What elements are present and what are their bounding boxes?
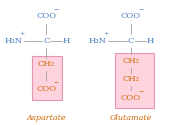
Text: −: −: [138, 6, 143, 11]
Text: CH₂: CH₂: [122, 75, 140, 83]
Text: +: +: [104, 32, 109, 36]
Text: +: +: [20, 32, 25, 36]
Text: H₃N: H₃N: [5, 37, 23, 45]
Text: H: H: [147, 37, 154, 45]
Text: C: C: [128, 37, 134, 45]
Text: Glutamate: Glutamate: [110, 114, 152, 122]
Text: CH₂: CH₂: [122, 57, 140, 65]
Text: −: −: [138, 88, 143, 93]
Text: COO: COO: [36, 12, 56, 20]
Text: COO: COO: [121, 12, 141, 20]
Text: COO: COO: [36, 85, 56, 93]
Bar: [115, 53, 154, 108]
Text: Aspartate: Aspartate: [27, 114, 66, 122]
Bar: [32, 56, 62, 100]
Text: CH₂: CH₂: [38, 60, 55, 68]
Text: C: C: [43, 37, 50, 45]
Text: H₃N: H₃N: [88, 37, 106, 45]
Text: H: H: [63, 37, 70, 45]
Text: −: −: [53, 6, 58, 11]
Text: COO: COO: [121, 94, 141, 102]
Text: −: −: [53, 80, 58, 85]
